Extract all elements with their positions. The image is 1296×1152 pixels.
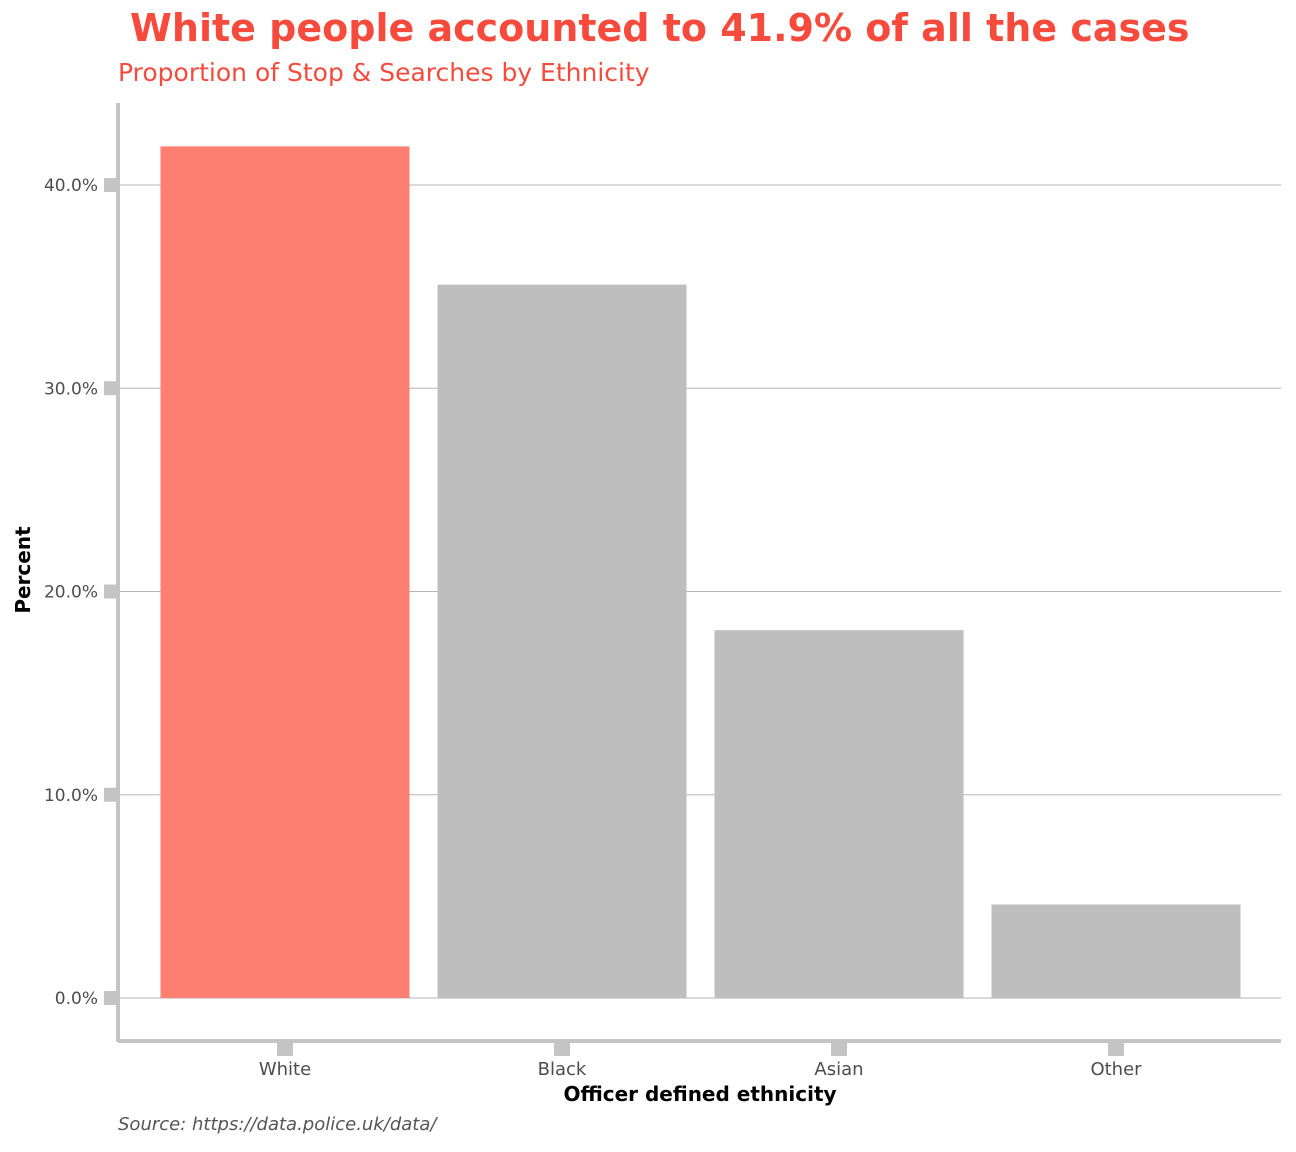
y-tick-mark xyxy=(104,991,118,1005)
x-tick-label: Black xyxy=(538,1059,587,1080)
y-tick-mark xyxy=(104,584,118,599)
x-tick-label: Other xyxy=(1090,1059,1142,1080)
y-tick-label: 0.0% xyxy=(55,989,98,1009)
x-tick-mark xyxy=(831,1043,847,1056)
y-tick-mark xyxy=(104,787,118,802)
x-tick-label: White xyxy=(259,1059,311,1080)
y-tick-mark xyxy=(104,381,118,396)
bar-asian xyxy=(714,630,964,998)
chart-subtitle: Proportion of Stop & Searches by Ethnici… xyxy=(118,58,650,87)
x-tick-mark xyxy=(277,1043,293,1056)
x-tick-label: Asian xyxy=(814,1059,863,1080)
x-tick-mark xyxy=(1108,1043,1124,1056)
bar-black xyxy=(437,284,687,998)
y-tick-label: 20.0% xyxy=(44,583,98,603)
y-tick-label: 40.0% xyxy=(44,176,98,196)
x-axis-title: Officer defined ethnicity xyxy=(563,1082,836,1106)
x-tick-mark xyxy=(554,1043,570,1056)
y-tick-mark xyxy=(104,178,118,192)
bar-white xyxy=(160,146,410,998)
bar-other xyxy=(991,904,1241,998)
source-caption: Source: https://data.police.uk/data/ xyxy=(118,1114,437,1135)
y-axis-title: Percent xyxy=(11,526,35,614)
y-tick-label: 10.0% xyxy=(44,786,98,806)
chart-title: White people accounted to 41.9% of all t… xyxy=(130,6,1190,50)
y-tick-label: 30.0% xyxy=(44,379,98,399)
